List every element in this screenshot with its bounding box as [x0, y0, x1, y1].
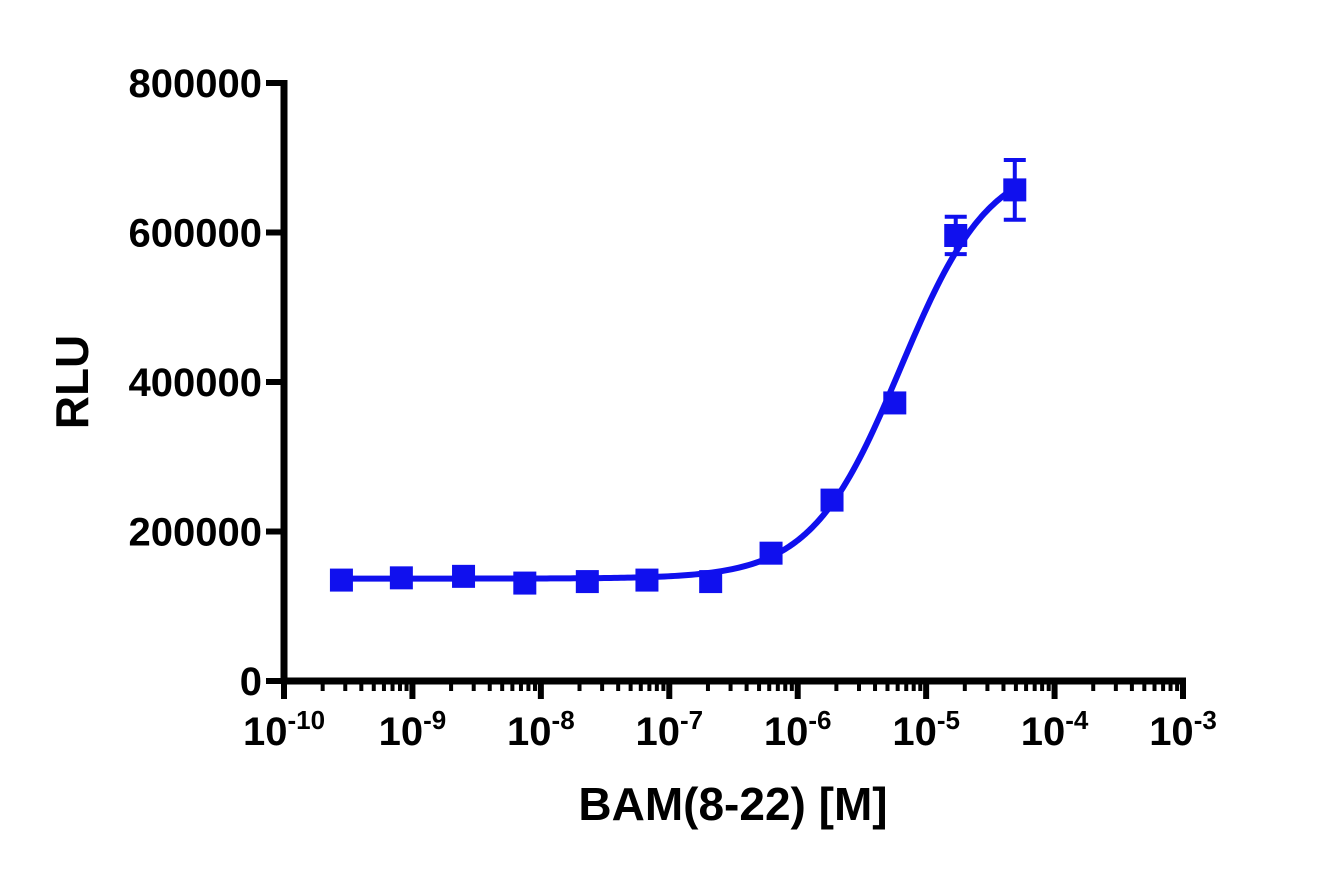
x-axis: 10-10 10-9 10-8 10-7 10-6 10-5 10-4 10-3 [243, 677, 1217, 754]
data-point [389, 566, 413, 590]
x-tick-label: 10-7 [635, 705, 703, 754]
y-axis-title: RLU [46, 335, 98, 430]
x-tick-label: 10-3 [1149, 705, 1217, 754]
data-point [575, 570, 599, 594]
x-tick-label: 10-10 [243, 705, 325, 754]
y-tick-label: 800000 [129, 62, 262, 106]
data-point [513, 571, 537, 595]
y-tick-label: 200000 [129, 511, 262, 555]
y-tick-label: 0 [240, 660, 262, 704]
x-tick-label: 10-8 [507, 705, 575, 754]
x-tick-label: 10-9 [379, 705, 447, 754]
data-point [883, 391, 907, 415]
x-tick-label: 10-6 [764, 705, 832, 754]
x-axis-title: BAM(8-22) [M] [578, 778, 887, 830]
data-point [452, 564, 476, 588]
y-tick-label: 600000 [129, 212, 262, 256]
data-point [699, 570, 723, 594]
data-point [329, 568, 353, 592]
data-point [759, 541, 783, 565]
data-point [635, 568, 659, 592]
data-point [1003, 178, 1027, 202]
data-point [944, 223, 968, 247]
y-tick-label: 400000 [129, 361, 262, 405]
fit-curve [341, 185, 1017, 582]
plot-area [329, 157, 1027, 595]
x-tick-label: 10-5 [892, 705, 960, 754]
data-point [820, 488, 844, 512]
x-tick-label: 10-4 [1021, 705, 1089, 754]
y-axis: 0 200000 400000 600000 800000 [129, 62, 288, 704]
